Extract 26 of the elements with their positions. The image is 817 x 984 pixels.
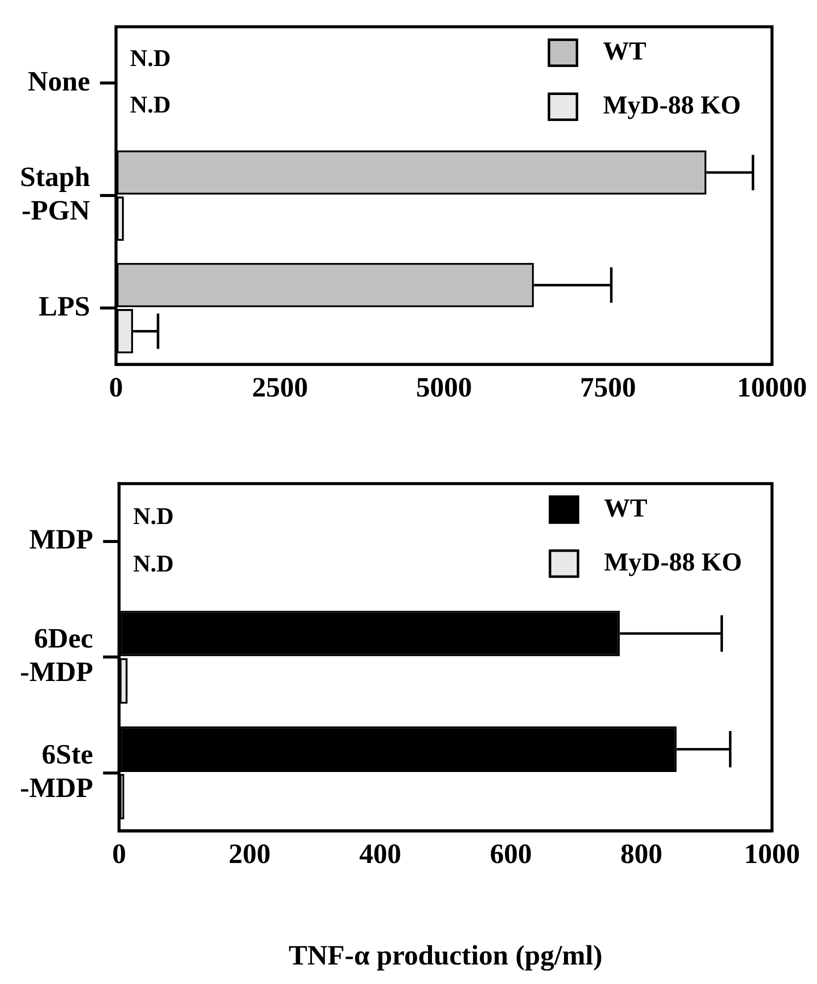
x-tick-label: 200 <box>228 838 271 870</box>
annotation: N.D <box>133 504 174 530</box>
legend-label: WT <box>602 36 646 66</box>
x-tick-label: 400 <box>359 838 402 870</box>
x-tick-label: 600 <box>490 838 532 870</box>
legend-label: MyD-88 KO <box>602 90 741 120</box>
legend-label: WT <box>604 493 648 522</box>
annotation: N.D <box>130 92 171 118</box>
x-tick-label: 2500 <box>252 372 308 404</box>
annotation: N.D <box>130 46 171 72</box>
x-tick-label: 0 <box>109 372 124 404</box>
y-tick-label: MDP <box>29 524 94 556</box>
y-tick-label: None <box>28 66 90 98</box>
x-axis-title: TNF-α production (pg/ml) <box>288 940 602 972</box>
legend-label: MyD-88 KO <box>604 547 742 576</box>
y-tick-label: LPS <box>38 291 90 322</box>
x-tick-label: 7500 <box>580 372 636 404</box>
x-tick-label: 10000 <box>737 372 807 404</box>
y-tick-label: Staph -PGN <box>20 162 90 227</box>
x-tick-label: 0 <box>112 838 126 870</box>
annotation: N.D <box>133 551 174 578</box>
x-tick-label: 1000 <box>744 838 800 870</box>
x-tick-label: 800 <box>620 838 662 870</box>
y-tick-label: 6Ste -MDP <box>20 739 94 804</box>
x-tick-label: 5000 <box>416 372 472 404</box>
y-tick-label: 6Dec -MDP <box>20 624 94 688</box>
